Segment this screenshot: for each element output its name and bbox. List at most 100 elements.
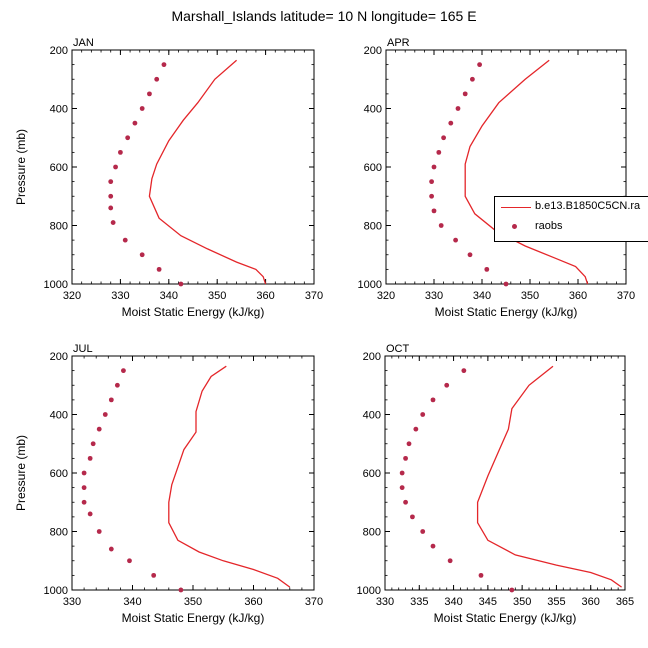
x-tick-label: 330	[376, 596, 394, 608]
obs-data-point	[462, 91, 468, 97]
y-tick-label: 400	[50, 104, 68, 116]
obs-data-point	[470, 76, 475, 82]
y-tick-label: 1000	[358, 279, 382, 291]
obs-data-point	[431, 164, 437, 170]
x-axis-label: Moist Static Energy (kJ/kg)	[434, 611, 577, 625]
x-tick-label: 330	[63, 596, 81, 608]
obs-data-point	[81, 470, 87, 476]
obs-data-point	[90, 441, 96, 447]
obs-data-point	[444, 382, 450, 388]
model-series-line	[476, 365, 622, 588]
y-tick-label: 200	[363, 351, 381, 363]
obs-data-point	[461, 368, 467, 374]
x-tick-label: 355	[547, 596, 565, 608]
legend-marker-swatch	[512, 224, 517, 229]
obs-data-point	[139, 106, 145, 111]
obs-data-point	[125, 135, 131, 141]
x-tick-label: 350	[208, 290, 226, 302]
x-tick-label: 360	[256, 290, 274, 302]
obs-data-point	[406, 441, 412, 447]
obs-data-point	[467, 252, 473, 258]
plot-frame	[384, 355, 626, 591]
x-tick-label: 370	[617, 290, 635, 302]
y-tick-label: 800	[363, 527, 381, 539]
obs-data-point	[403, 499, 408, 505]
obs-data-point	[413, 426, 419, 432]
x-axis-label: Moist Static Energy (kJ/kg)	[435, 305, 578, 319]
x-tick-label: 360	[244, 596, 262, 608]
obs-data-point	[156, 266, 162, 272]
obs-data-point	[121, 368, 126, 374]
panel-label: JUL	[73, 343, 93, 355]
y-tick-label: 800	[50, 221, 68, 233]
x-tick-label: 360	[569, 290, 587, 302]
obs-data-point	[484, 266, 490, 272]
plot-frame	[71, 49, 315, 285]
y-axis-label: Pressure (mb)	[14, 435, 28, 511]
x-tick-label: 320	[63, 290, 81, 302]
y-tick-label: 1000	[44, 279, 68, 291]
obs-data-point	[81, 485, 87, 491]
obs-data-point	[178, 281, 184, 287]
y-tick-label: 200	[50, 45, 68, 57]
obs-data-point	[447, 558, 453, 564]
obs-data-point	[139, 252, 145, 258]
legend-obs-label: raobs	[535, 220, 563, 232]
y-tick-label: 400	[364, 104, 382, 116]
y-tick-label: 400	[50, 410, 68, 422]
x-tick-label: 340	[160, 290, 178, 302]
x-tick-label: 350	[184, 596, 202, 608]
obs-data-point	[399, 470, 405, 476]
obs-data-point	[453, 237, 458, 243]
x-axis-label: Moist Static Energy (kJ/kg)	[122, 305, 265, 319]
obs-data-point	[399, 485, 405, 491]
obs-data-point	[96, 426, 102, 432]
panel-label: JAN	[73, 37, 94, 49]
y-tick-label: 1000	[44, 585, 68, 597]
obs-data-point	[430, 397, 436, 403]
obs-data-point	[118, 149, 123, 155]
model-series-line	[148, 59, 267, 285]
obs-data-point	[102, 412, 108, 417]
legend-model-label: b.e13.B1850C5CN.ra	[535, 200, 641, 212]
y-tick-label: 800	[364, 221, 382, 233]
obs-data-point	[81, 499, 87, 505]
obs-data-point	[108, 193, 114, 199]
y-tick-label: 600	[363, 468, 381, 480]
obs-data-point	[429, 193, 434, 199]
panel-jul: 330 340 350 360 370 200 400 600 800 1000 JUL Moist …	[14, 343, 323, 625]
panel-oct: 330 335 340 345 350 355 360 365 200 400 600 800 1000…	[357, 343, 635, 625]
obs-data-point	[429, 179, 434, 185]
obs-data-point	[87, 511, 93, 517]
y-tick-label: 600	[50, 468, 68, 480]
obs-data-point	[455, 106, 461, 111]
obs-data-point	[509, 587, 515, 593]
y-tick-label: 1000	[357, 585, 381, 597]
plot-frame	[71, 355, 315, 591]
obs-data-point	[403, 455, 408, 461]
y-tick-label: 400	[363, 410, 381, 422]
x-tick-label: 345	[479, 596, 497, 608]
obs-data-point	[108, 397, 114, 403]
x-tick-label: 350	[513, 596, 531, 608]
panel-label: APR	[387, 37, 410, 49]
obs-data-point	[430, 543, 436, 549]
x-tick-label: 320	[377, 290, 395, 302]
x-axis-label: Moist Static Energy (kJ/kg)	[122, 611, 265, 625]
obs-data-point	[151, 572, 157, 578]
obs-data-point	[127, 558, 132, 564]
obs-data-point	[154, 76, 160, 82]
obs-data-point	[478, 572, 484, 578]
panel-jan: 320 330 340 350 360 370 200 400 600 800 1000 JAN Moi…	[14, 37, 323, 319]
x-tick-label: 350	[521, 290, 539, 302]
obs-data-point	[87, 455, 93, 461]
obs-data-point	[178, 587, 184, 593]
obs-data-point	[114, 382, 120, 388]
x-tick-label: 335	[410, 596, 428, 608]
obs-data-point	[147, 91, 152, 97]
model-series-line	[168, 365, 291, 588]
x-tick-label: 340	[473, 290, 491, 302]
obs-data-point	[410, 514, 415, 520]
obs-data-point	[448, 120, 454, 126]
